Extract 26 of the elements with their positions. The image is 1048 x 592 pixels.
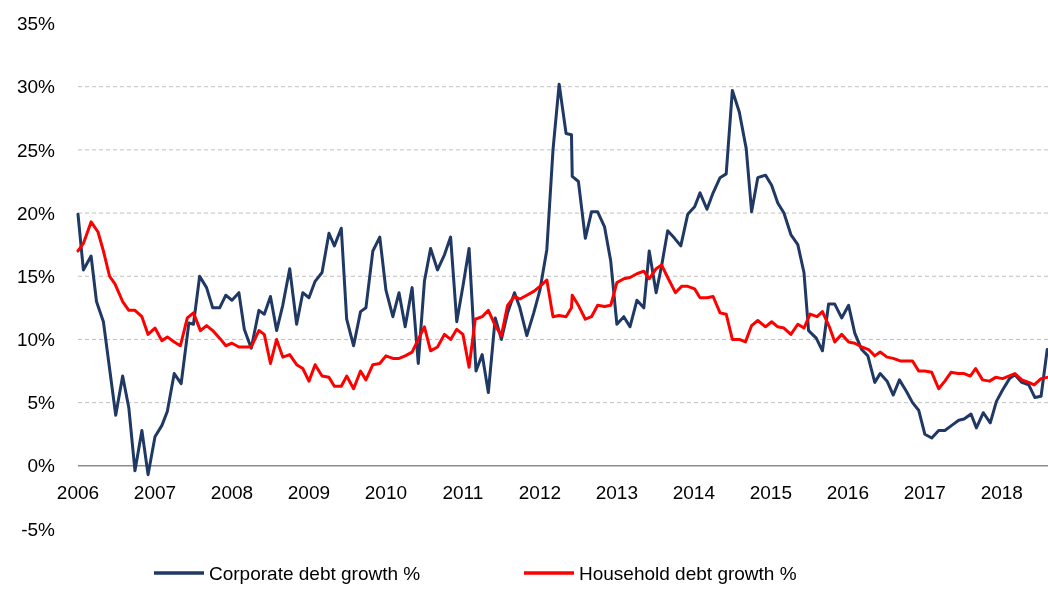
x-tick-label: 2015 — [749, 481, 792, 503]
x-tick-label: 2017 — [903, 481, 946, 503]
x-tick-label: 2018 — [980, 481, 1023, 503]
y-tick-label: 35% — [16, 13, 56, 35]
x-tick-label: 2009 — [287, 481, 331, 503]
x-tick-label: 2014 — [672, 481, 716, 503]
line-series — [76, 82, 1048, 477]
legend-label: Household debt growth % — [579, 563, 797, 584]
x-tick-label: 2010 — [364, 481, 408, 503]
line-series — [76, 220, 1048, 391]
x-tick-label: 2016 — [826, 481, 869, 503]
x-tick-label: 2007 — [133, 481, 177, 503]
y-tick-label: 20% — [16, 202, 56, 224]
x-tick-label: 2012 — [518, 481, 562, 503]
y-tick-label: -5% — [21, 518, 56, 540]
y-tick-label: 30% — [16, 76, 56, 98]
y-tick-label: 0% — [27, 455, 56, 477]
y-tick-label: 15% — [16, 265, 56, 287]
y-tick-label: 5% — [27, 392, 56, 414]
x-tick-label: 2013 — [595, 481, 639, 503]
x-tick-label: 2011 — [442, 481, 484, 503]
x-tick-label: 2008 — [210, 481, 254, 503]
y-tick-label: 25% — [16, 139, 56, 161]
legend-label: Corporate debt growth % — [209, 563, 421, 584]
y-tick-label: 10% — [16, 329, 56, 351]
x-tick-label: 2006 — [56, 481, 100, 503]
